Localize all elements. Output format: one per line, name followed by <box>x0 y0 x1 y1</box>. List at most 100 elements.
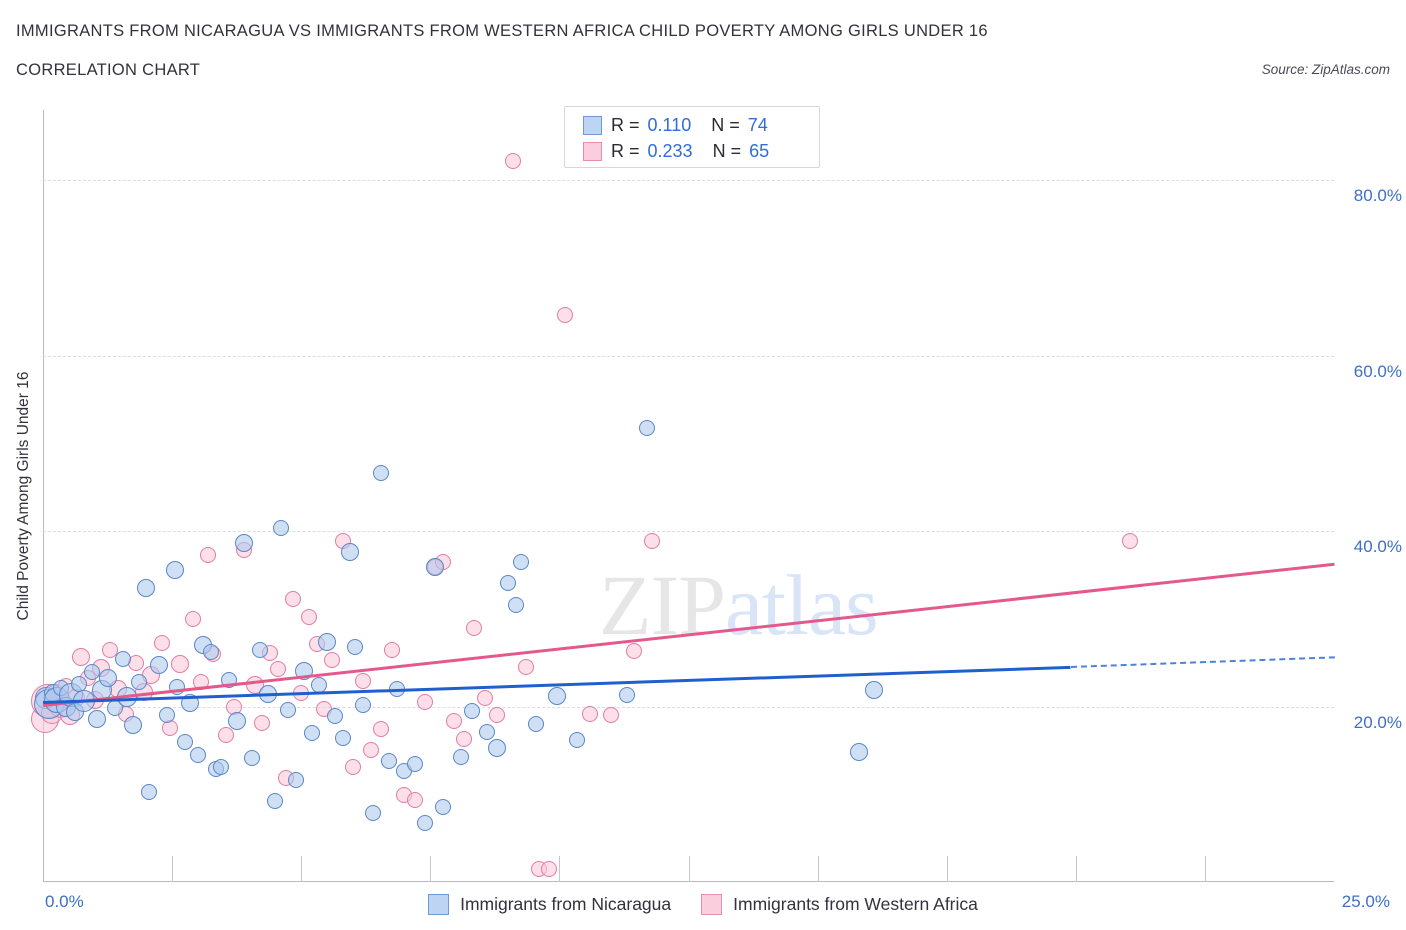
scatter-point[interactable] <box>244 750 261 767</box>
scatter-point[interactable] <box>137 579 156 598</box>
scatter-point[interactable] <box>293 685 310 702</box>
scatter-point[interactable] <box>177 733 193 750</box>
scatter-point[interactable] <box>355 673 372 690</box>
scatter-point[interactable] <box>326 708 343 725</box>
legend-item-western-africa[interactable]: Immigrants from Western Africa <box>701 893 978 915</box>
scatter-point[interactable] <box>140 783 157 800</box>
scatter-point[interactable] <box>488 738 507 757</box>
scatter-point[interactable] <box>73 690 96 713</box>
scatter-point[interactable] <box>489 707 506 724</box>
scatter-point[interactable] <box>303 724 320 741</box>
scatter-point[interactable] <box>98 669 117 688</box>
scatter-point[interactable] <box>267 793 284 810</box>
scatter-point[interactable] <box>479 723 496 740</box>
scatter-point[interactable] <box>426 558 445 577</box>
scatter-point[interactable] <box>603 707 620 724</box>
scatter-point[interactable] <box>528 716 545 733</box>
scatter-point[interactable] <box>269 660 286 677</box>
scatter-point[interactable] <box>618 687 635 704</box>
scatter-point[interactable] <box>435 799 452 816</box>
scatter-point[interactable] <box>362 742 379 759</box>
scatter-point[interactable] <box>181 694 200 713</box>
scatter-point[interactable] <box>466 619 483 636</box>
scatter-point[interactable] <box>280 702 297 719</box>
scatter-point[interactable] <box>227 712 246 731</box>
scatter-point[interactable] <box>347 638 364 655</box>
scatter-point[interactable] <box>300 609 317 626</box>
scatter-point[interactable] <box>476 689 493 706</box>
scatter-point[interactable] <box>189 746 206 763</box>
scatter-point[interactable] <box>373 721 390 738</box>
legend-item-nicaragua[interactable]: Immigrants from Nicaragua <box>428 893 671 915</box>
scatter-point[interactable] <box>202 644 219 661</box>
scatter-point[interactable] <box>849 743 868 762</box>
scatter-point[interactable] <box>165 560 184 579</box>
scatter-point[interactable] <box>235 534 254 553</box>
scatter-point[interactable] <box>512 553 529 570</box>
scatter-point[interactable] <box>272 520 289 537</box>
scatter-point[interactable] <box>184 610 201 627</box>
page-title: IMMIGRANTS FROM NICARAGUA VS IMMIGRANTS … <box>16 22 988 40</box>
scatter-point[interactable] <box>102 641 119 658</box>
scatter-point[interactable] <box>417 694 434 711</box>
scatter-point[interactable] <box>417 815 434 832</box>
scatter-point[interactable] <box>373 465 390 482</box>
scatter-point[interactable] <box>153 635 170 652</box>
scatter-point[interactable] <box>294 661 313 680</box>
scatter-point[interactable] <box>388 681 405 697</box>
scatter-point[interactable] <box>251 641 268 658</box>
scatter-point[interactable] <box>383 642 400 659</box>
scatter-point[interactable] <box>406 756 423 773</box>
scatter-point[interactable] <box>150 656 169 675</box>
scatter-point[interactable] <box>406 792 423 809</box>
scatter-point[interactable] <box>84 664 101 681</box>
n-value-pink: 65 <box>749 140 770 161</box>
scatter-point[interactable] <box>453 748 470 765</box>
scatter-point[interactable] <box>124 715 143 734</box>
scatter-point[interactable] <box>318 632 337 651</box>
scatter-point[interactable] <box>644 532 661 549</box>
scatter-point[interactable] <box>455 731 472 747</box>
scatter-point[interactable] <box>192 673 209 690</box>
scatter-point[interactable] <box>72 648 91 667</box>
trend-line-nicaragua-extrapolated <box>1070 656 1335 669</box>
scatter-point[interactable] <box>355 696 372 713</box>
scatter-point[interactable] <box>547 687 566 706</box>
scatter-point[interactable] <box>254 715 271 732</box>
scatter-point[interactable] <box>218 726 235 743</box>
scatter-point[interactable] <box>582 705 599 722</box>
scatter-point[interactable] <box>541 860 558 877</box>
scatter-point[interactable] <box>365 804 382 821</box>
scatter-point[interactable] <box>200 546 217 563</box>
scatter-point[interactable] <box>626 643 643 660</box>
scatter-point[interactable] <box>115 651 132 668</box>
scatter-point[interactable] <box>285 590 302 607</box>
scatter-point[interactable] <box>1122 532 1139 549</box>
scatter-point[interactable] <box>380 752 397 769</box>
scatter-point[interactable] <box>517 659 534 676</box>
scatter-point[interactable] <box>220 672 237 689</box>
scatter-point[interactable] <box>445 712 462 729</box>
scatter-point[interactable] <box>504 152 521 169</box>
scatter-point[interactable] <box>463 702 480 719</box>
scatter-point[interactable] <box>569 731 586 748</box>
scatter-point[interactable] <box>344 759 361 776</box>
scatter-point[interactable] <box>169 679 186 696</box>
scatter-point[interactable] <box>258 685 277 704</box>
scatter-point[interactable] <box>88 709 107 728</box>
scatter-point[interactable] <box>324 652 341 669</box>
scatter-point[interactable] <box>341 543 360 562</box>
scatter-point[interactable] <box>158 707 175 724</box>
scatter-point[interactable] <box>116 686 137 707</box>
scatter-point[interactable] <box>499 574 516 591</box>
scatter-point[interactable] <box>639 419 656 436</box>
scatter-point[interactable] <box>213 759 230 776</box>
scatter-point[interactable] <box>170 654 189 673</box>
scatter-point[interactable] <box>865 680 884 699</box>
scatter-point[interactable] <box>334 730 351 747</box>
scatter-point[interactable] <box>311 676 328 693</box>
scatter-point[interactable] <box>507 596 524 613</box>
scatter-point[interactable] <box>130 673 147 690</box>
scatter-point[interactable] <box>556 307 573 324</box>
scatter-point[interactable] <box>288 772 305 789</box>
